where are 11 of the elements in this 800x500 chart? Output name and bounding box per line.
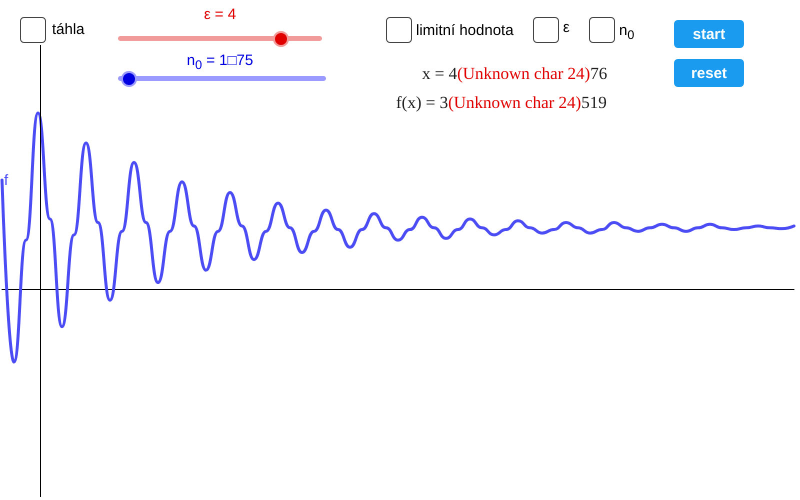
text: limitní hodnota [416,22,514,39]
text: f(x) = 3(Unknown char 24)519 [396,93,607,112]
text: n$_{0}$ [619,22,634,42]
text: táhla [52,21,85,38]
text: x = 4(Unknown char 24)76 [422,64,608,83]
series-label: f [4,172,8,189]
text: reset [674,59,744,87]
text: n$_{0}$ = 1□75 [186,52,254,72]
text: ε [563,19,570,36]
text: ε = 4 [202,6,238,23]
text: start [674,20,744,48]
